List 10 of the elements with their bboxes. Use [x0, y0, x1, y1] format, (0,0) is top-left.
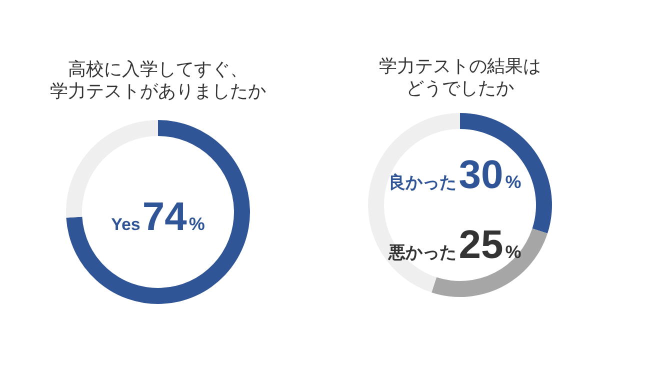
text: 学力テストがありましたか	[50, 81, 266, 101]
slice-label: 悪かった	[388, 243, 457, 262]
data-label: 30%	[458, 153, 522, 197]
slice-label: 良かった	[388, 173, 457, 192]
text: 高校に入学してすぐ、	[68, 59, 248, 79]
text: 学力テストの結果は	[379, 56, 541, 76]
data-label: 25%	[458, 223, 522, 267]
slice-label: Yes	[111, 215, 140, 234]
data-label: 74%	[142, 195, 205, 239]
text: どうでしたか	[406, 78, 514, 98]
